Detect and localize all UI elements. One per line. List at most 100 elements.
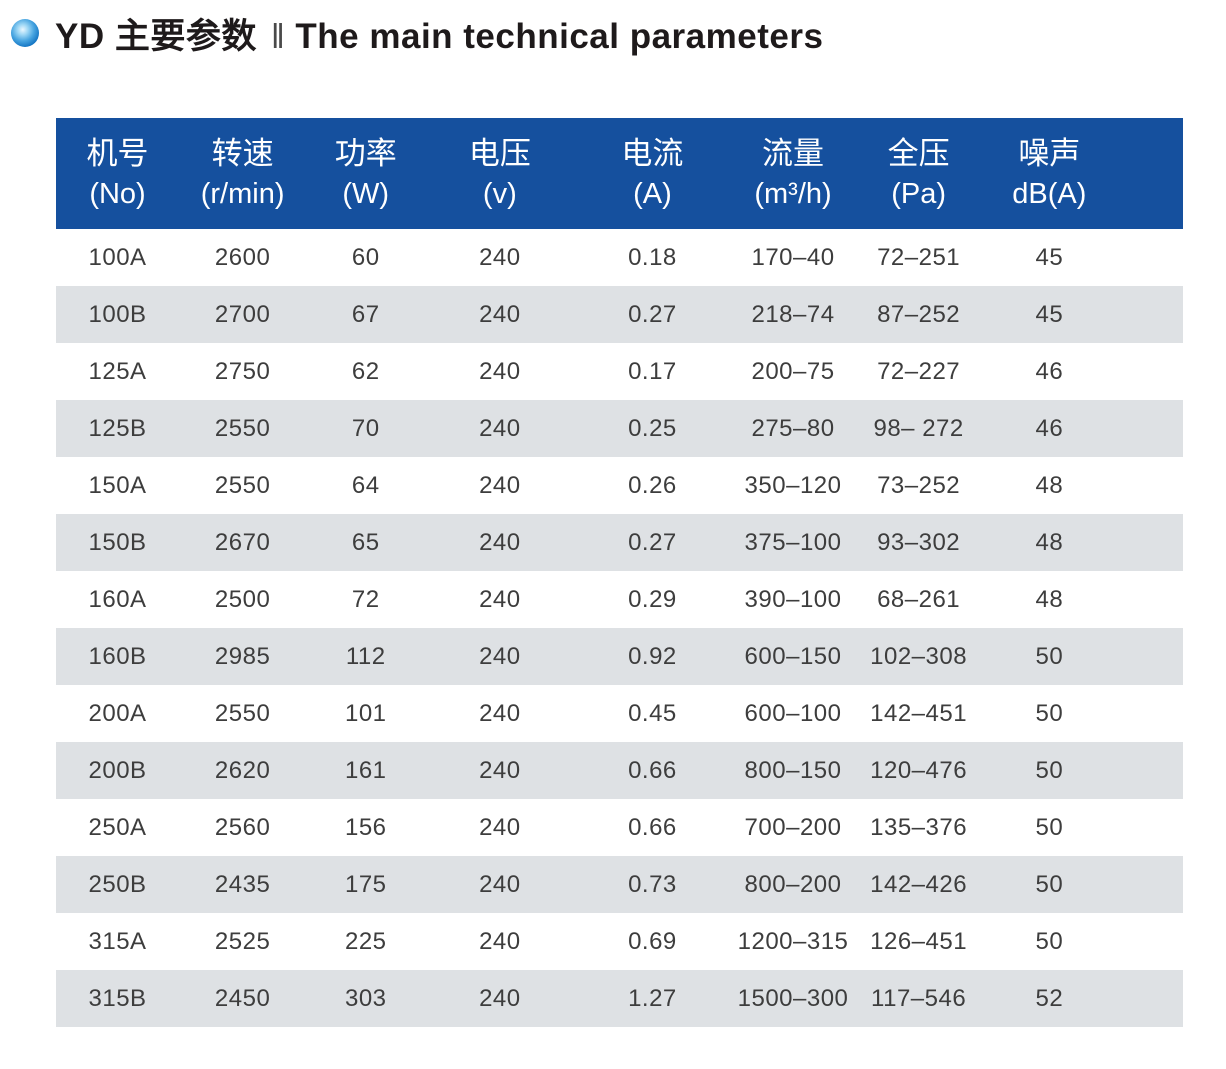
table-cell: 600–100 xyxy=(730,685,856,742)
table-cell: 2560 xyxy=(179,799,307,856)
table-cell: 156 xyxy=(306,799,426,856)
table-body: 100A 2600 60 240 0.18 170–40 72–251 45 100B 2700 6… xyxy=(56,229,1183,1027)
column-header: 电压 (v) xyxy=(425,118,575,229)
table-cell: 150A xyxy=(56,457,180,514)
table-cell: 2550 xyxy=(179,400,307,457)
table-cell: 250B xyxy=(56,856,180,913)
column-header: 机号 (No) xyxy=(56,118,180,229)
table-row: 160B 2985 112 240 0.92 600–150 102–308 50 xyxy=(56,628,1183,685)
column-header-unit: (W) xyxy=(342,177,390,210)
column-header-unit: (Pa) xyxy=(891,177,947,210)
table-cell: 142–451 xyxy=(855,685,982,742)
table-cell: 0.29 xyxy=(574,571,731,628)
column-header: 转速 (r/min) xyxy=(179,118,307,229)
table-row: 125B 2550 70 240 0.25 275–80 98– 272 46 xyxy=(56,400,1183,457)
table-row: 100A 2600 60 240 0.18 170–40 72–251 45 xyxy=(56,229,1183,286)
table-cell: 46 xyxy=(981,400,1183,457)
table-cell: 315A xyxy=(56,913,180,970)
column-header-unit: (v) xyxy=(482,177,517,210)
column-header: 全压 (Pa) xyxy=(855,118,982,229)
table-cell: 65 xyxy=(306,514,426,571)
table-cell: 240 xyxy=(425,628,575,685)
table-cell: 120–476 xyxy=(855,742,982,799)
table-cell: 0.66 xyxy=(574,742,731,799)
table-cell: 218–74 xyxy=(730,286,856,343)
table-cell: 100A xyxy=(56,229,180,286)
table-cell: 175 xyxy=(306,856,426,913)
table-cell: 0.45 xyxy=(574,685,731,742)
table-cell: 2525 xyxy=(179,913,307,970)
table-cell: 112 xyxy=(306,628,426,685)
table-header: 机号 (No) 转速 (r/min) 功率 (W) 电压 (v) 电流 (A) 流量 (m³/h) 全压… xyxy=(56,118,1183,229)
column-header-name: 机号 xyxy=(86,135,149,171)
column-header-name: 功率 xyxy=(334,135,397,171)
table-row: 250B 2435 175 240 0.73 800–200 142–426 50 xyxy=(56,856,1183,913)
table-cell: 50 xyxy=(981,913,1183,970)
column-header-unit: dB(A) xyxy=(1012,177,1087,210)
page-title-en: The main technical parameters xyxy=(295,16,824,56)
table-cell: 72–251 xyxy=(855,229,982,286)
column-header-name: 噪声 xyxy=(1018,135,1081,171)
column-header-name: 电流 xyxy=(621,135,684,171)
table-cell: 60 xyxy=(306,229,426,286)
title-separator: ‖ xyxy=(270,17,286,56)
table-row: 315B 2450 303 240 1.27 1500–300 117–546 52 xyxy=(56,970,1183,1027)
table-cell: 50 xyxy=(981,742,1183,799)
table-cell: 2985 xyxy=(179,628,307,685)
table-cell: 45 xyxy=(981,286,1183,343)
table-cell: 1.27 xyxy=(574,970,731,1027)
table-cell: 200B xyxy=(56,742,180,799)
column-header: 流量 (m³/h) xyxy=(730,118,856,229)
table-cell: 2435 xyxy=(179,856,307,913)
table-cell: 70 xyxy=(306,400,426,457)
table-cell: 64 xyxy=(306,457,426,514)
page-header: YD 主要参数 ‖ The main technical parameters xyxy=(0,0,1226,56)
table-cell: 0.92 xyxy=(574,628,731,685)
table-cell: 101 xyxy=(306,685,426,742)
table-cell: 50 xyxy=(981,685,1183,742)
table-cell: 225 xyxy=(306,913,426,970)
column-header-unit: (No) xyxy=(89,177,146,210)
main-parameters-table: 机号 (No) 转速 (r/min) 功率 (W) 电压 (v) 电流 (A) 流量 (m³/h) 全压… xyxy=(56,118,1183,1027)
table-cell: 0.27 xyxy=(574,514,731,571)
table-cell: 303 xyxy=(306,970,426,1027)
table-cell: 125A xyxy=(56,343,180,400)
column-header-name: 全压 xyxy=(887,135,950,171)
table-cell: 50 xyxy=(981,856,1183,913)
table-cell: 93–302 xyxy=(855,514,982,571)
column-header: 电流 (A) xyxy=(574,118,731,229)
table-cell: 50 xyxy=(981,799,1183,856)
table-cell: 135–376 xyxy=(855,799,982,856)
table-cell: 240 xyxy=(425,799,575,856)
table-cell: 390–100 xyxy=(730,571,856,628)
table-cell: 240 xyxy=(425,571,575,628)
table-cell: 200A xyxy=(56,685,180,742)
table-cell: 2550 xyxy=(179,457,307,514)
table-cell: 0.27 xyxy=(574,286,731,343)
table-cell: 102–308 xyxy=(855,628,982,685)
table-cell: 600–150 xyxy=(730,628,856,685)
table-cell: 50 xyxy=(981,628,1183,685)
column-header-name: 流量 xyxy=(762,135,825,171)
table-row: 125A 2750 62 240 0.17 200–75 72–227 46 xyxy=(56,343,1183,400)
table-cell: 240 xyxy=(425,229,575,286)
table-cell: 1200–315 xyxy=(730,913,856,970)
table-cell: 0.25 xyxy=(574,400,731,457)
table-cell: 98– 272 xyxy=(855,400,982,457)
table-cell: 87–252 xyxy=(855,286,982,343)
table-cell: 240 xyxy=(425,400,575,457)
column-header-name: 转速 xyxy=(211,135,274,171)
table-cell: 67 xyxy=(306,286,426,343)
table-cell: 240 xyxy=(425,742,575,799)
table-cell: 240 xyxy=(425,685,575,742)
table-cell: 275–80 xyxy=(730,400,856,457)
column-header-unit: (m³/h) xyxy=(754,177,832,210)
table-cell: 800–150 xyxy=(730,742,856,799)
table-cell: 240 xyxy=(425,856,575,913)
table-cell: 2750 xyxy=(179,343,307,400)
table-cell: 375–100 xyxy=(730,514,856,571)
column-header-unit: (A) xyxy=(633,177,672,210)
table-cell: 240 xyxy=(425,457,575,514)
table-cell: 2670 xyxy=(179,514,307,571)
table-cell: 240 xyxy=(425,343,575,400)
